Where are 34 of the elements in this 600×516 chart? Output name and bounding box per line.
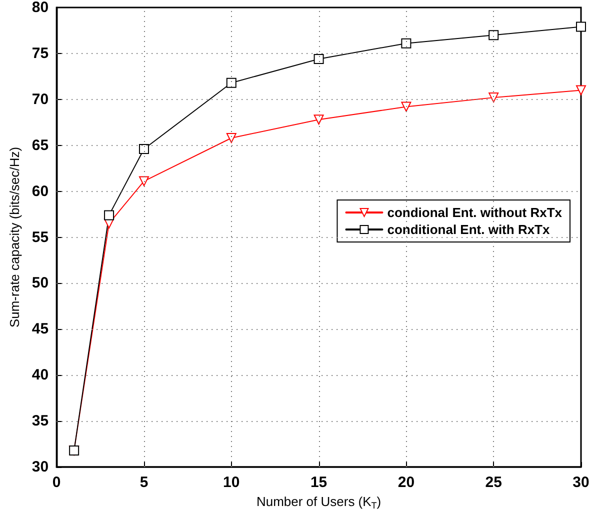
y-tick-label: 30 xyxy=(32,458,49,476)
point xyxy=(488,92,499,103)
point xyxy=(314,54,324,64)
x-tick-label: 20 xyxy=(398,474,415,491)
y-axis-title: Sum-rate capacity (bits/sec/Hz) xyxy=(7,146,22,328)
y-tick-label: 55 xyxy=(32,228,49,246)
x-tick-label: 15 xyxy=(310,474,328,491)
point xyxy=(488,30,499,40)
y-tick-label: 50 xyxy=(32,274,49,292)
point xyxy=(138,144,149,154)
point xyxy=(104,210,114,220)
x-tick-label: 25 xyxy=(485,474,502,491)
point xyxy=(226,78,236,88)
legend-label: condional Ent. without RxTx xyxy=(387,205,563,220)
y-tick-label: 40 xyxy=(32,366,49,384)
y-tick-label: 65 xyxy=(32,136,49,154)
x-tick-label: 10 xyxy=(223,474,240,491)
point xyxy=(576,22,586,32)
legend-label: conditional Ent. with RxTx xyxy=(387,222,550,237)
point xyxy=(138,176,149,186)
point xyxy=(576,85,586,96)
point xyxy=(226,133,236,143)
point xyxy=(401,38,412,48)
point xyxy=(401,102,412,112)
y-tick-label: 35 xyxy=(32,412,49,430)
y-tick-label: 60 xyxy=(32,182,49,200)
y-tick-label: 70 xyxy=(32,90,49,108)
x-tick-label: 30 xyxy=(572,474,590,491)
x-tick-label: 0 xyxy=(52,474,61,491)
y-tick-label: 45 xyxy=(32,320,49,338)
point xyxy=(314,114,324,125)
x-tick-label: 5 xyxy=(140,474,148,491)
y-tick-label: 80 xyxy=(32,0,49,16)
y-tick-label: 75 xyxy=(32,44,49,62)
